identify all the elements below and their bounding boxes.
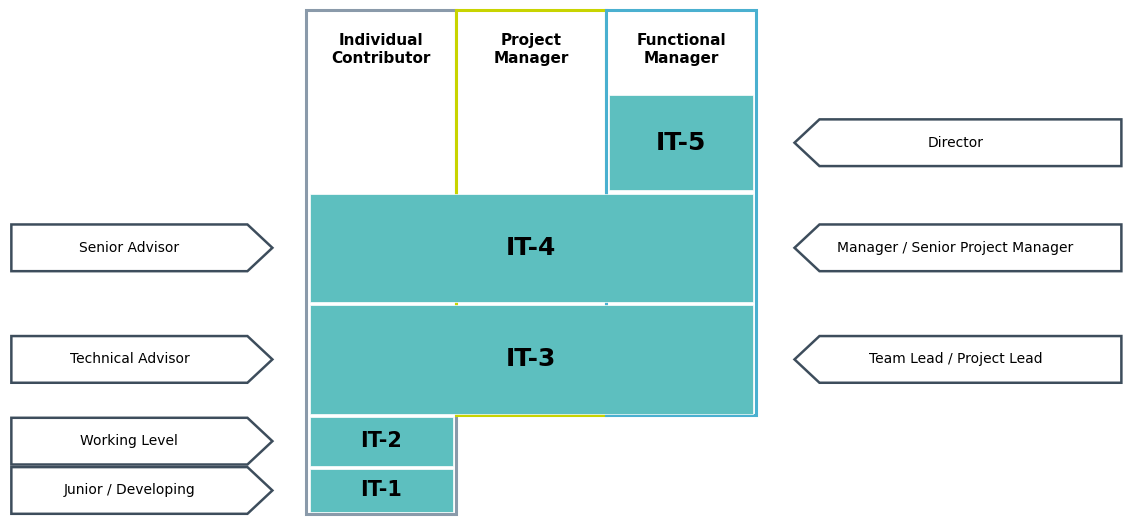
Text: IT-5: IT-5 <box>656 131 706 155</box>
Text: Technical Advisor: Technical Advisor <box>69 352 190 366</box>
Bar <box>310 305 753 414</box>
Text: Team Lead / Project Lead: Team Lead / Project Lead <box>868 352 1042 366</box>
Text: IT-2: IT-2 <box>361 431 402 451</box>
Text: IT-1: IT-1 <box>361 481 402 500</box>
Bar <box>310 194 753 302</box>
Text: Individual
Contributor: Individual Contributor <box>331 33 431 66</box>
Text: Junior / Developing: Junior / Developing <box>64 484 195 497</box>
Text: Working Level: Working Level <box>81 434 178 448</box>
Polygon shape <box>794 224 1121 271</box>
Polygon shape <box>11 336 272 383</box>
Text: Project
Manager: Project Manager <box>494 33 569 66</box>
Text: Functional
Manager: Functional Manager <box>637 33 725 66</box>
Bar <box>456 10 606 415</box>
Polygon shape <box>794 119 1121 166</box>
Text: Manager / Senior Project Manager: Manager / Senior Project Manager <box>838 241 1074 255</box>
Text: IT-3: IT-3 <box>506 347 556 372</box>
Polygon shape <box>11 467 272 514</box>
Text: Director: Director <box>927 136 983 149</box>
Polygon shape <box>11 418 272 465</box>
Polygon shape <box>11 224 272 271</box>
Text: Senior Advisor: Senior Advisor <box>79 241 179 255</box>
Bar <box>310 417 453 466</box>
Text: IT-4: IT-4 <box>506 236 556 260</box>
Polygon shape <box>794 336 1121 383</box>
Bar <box>609 95 753 190</box>
Bar <box>310 469 453 512</box>
Bar <box>306 10 456 514</box>
Bar <box>606 10 756 415</box>
